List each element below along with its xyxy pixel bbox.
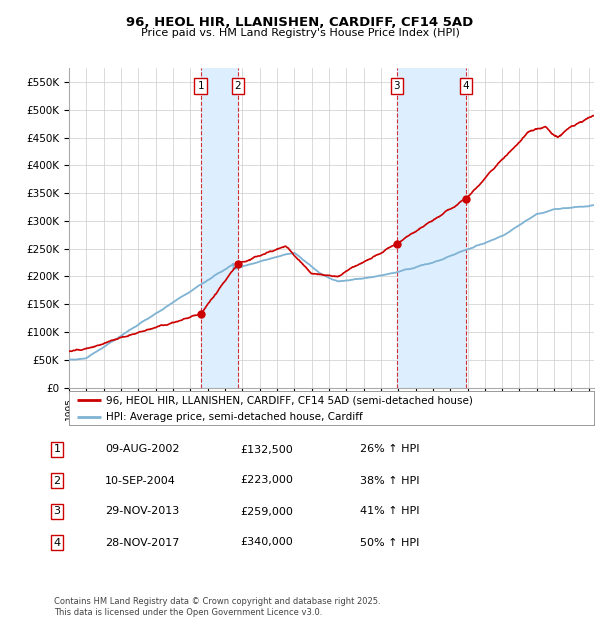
Bar — [200, 68, 238, 388]
Text: 1: 1 — [197, 81, 204, 91]
Text: Price paid vs. HM Land Registry's House Price Index (HPI): Price paid vs. HM Land Registry's House … — [140, 28, 460, 38]
Text: 2: 2 — [53, 476, 61, 485]
Text: 50% ↑ HPI: 50% ↑ HPI — [360, 538, 419, 547]
Text: 29-NOV-2013: 29-NOV-2013 — [105, 507, 179, 516]
Text: 4: 4 — [53, 538, 61, 547]
Text: £340,000: £340,000 — [240, 538, 293, 547]
Text: HPI: Average price, semi-detached house, Cardiff: HPI: Average price, semi-detached house,… — [106, 412, 362, 422]
Text: 09-AUG-2002: 09-AUG-2002 — [105, 445, 179, 454]
Text: £223,000: £223,000 — [240, 476, 293, 485]
Text: £259,000: £259,000 — [240, 507, 293, 516]
Text: 1: 1 — [53, 445, 61, 454]
Text: 26% ↑ HPI: 26% ↑ HPI — [360, 445, 419, 454]
Text: 96, HEOL HIR, LLANISHEN, CARDIFF, CF14 5AD: 96, HEOL HIR, LLANISHEN, CARDIFF, CF14 5… — [127, 16, 473, 29]
Text: 10-SEP-2004: 10-SEP-2004 — [105, 476, 176, 485]
Text: 3: 3 — [53, 507, 61, 516]
Text: 28-NOV-2017: 28-NOV-2017 — [105, 538, 179, 547]
Text: 38% ↑ HPI: 38% ↑ HPI — [360, 476, 419, 485]
Text: £132,500: £132,500 — [240, 445, 293, 454]
Text: 96, HEOL HIR, LLANISHEN, CARDIFF, CF14 5AD (semi-detached house): 96, HEOL HIR, LLANISHEN, CARDIFF, CF14 5… — [106, 395, 473, 405]
Text: 3: 3 — [394, 81, 400, 91]
Text: 4: 4 — [463, 81, 469, 91]
Text: 2: 2 — [235, 81, 241, 91]
Text: 41% ↑ HPI: 41% ↑ HPI — [360, 507, 419, 516]
Bar — [397, 68, 466, 388]
Text: Contains HM Land Registry data © Crown copyright and database right 2025.
This d: Contains HM Land Registry data © Crown c… — [54, 598, 380, 617]
